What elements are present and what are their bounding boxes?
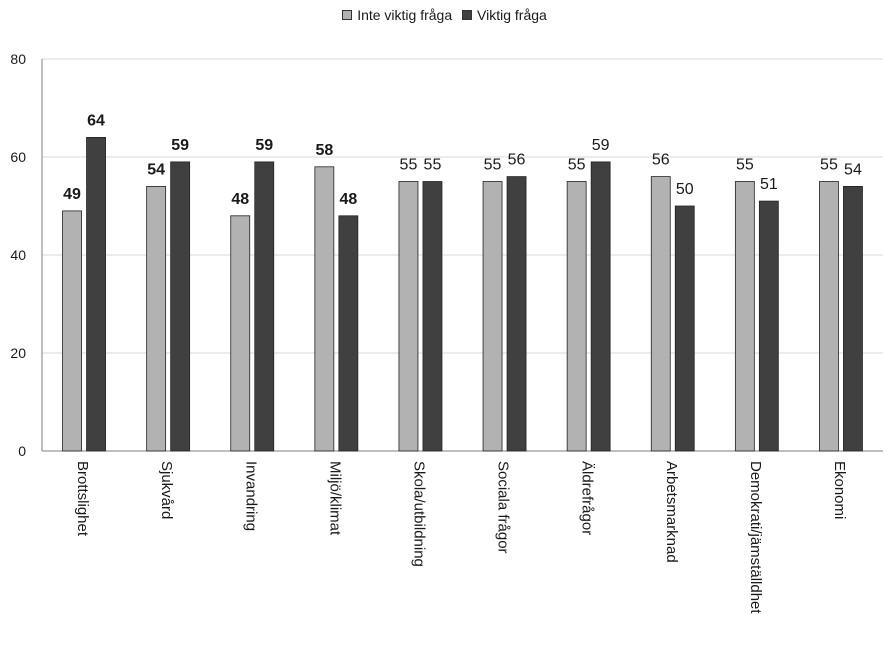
data-label: 59 — [255, 137, 273, 154]
data-label: 56 — [508, 152, 526, 169]
data-label: 64 — [87, 112, 105, 129]
data-label: 59 — [171, 137, 189, 154]
x-tick-label: Skola/utbildning — [410, 461, 427, 567]
bar — [566, 181, 587, 452]
bar — [758, 200, 779, 452]
x-tick-label: Demokrati/jämställdhet — [747, 461, 764, 614]
bar — [398, 181, 419, 452]
y-tick-label: 40 — [10, 247, 26, 263]
data-label: 50 — [676, 181, 694, 198]
bar — [650, 176, 671, 452]
data-label: 59 — [592, 137, 610, 154]
bar — [146, 185, 167, 452]
data-label: 55 — [424, 157, 442, 174]
x-tick-label: Brottslighet — [74, 461, 91, 537]
data-label: 54 — [844, 161, 862, 178]
bar — [590, 161, 611, 452]
bar — [254, 161, 275, 452]
x-tick-label: Äldrefrågor — [579, 461, 596, 535]
x-tick-label: Arbetsmarknad — [663, 461, 680, 563]
data-label: 55 — [400, 157, 418, 174]
x-tick-label: Invandring — [242, 461, 259, 531]
bar — [422, 181, 443, 452]
x-tick-label: Miljö/klimat — [326, 461, 343, 536]
y-tick-label: 20 — [10, 345, 26, 361]
data-label: 48 — [339, 191, 357, 208]
y-tick-label: 0 — [18, 443, 26, 459]
data-label: 56 — [652, 152, 670, 169]
x-tick-label: Sociala frågor — [495, 461, 512, 554]
data-label: 55 — [484, 157, 502, 174]
data-label: 55 — [820, 157, 838, 174]
data-label: 51 — [760, 176, 778, 193]
bar — [482, 181, 503, 452]
data-label: 55 — [568, 157, 586, 174]
bar — [506, 176, 527, 452]
x-tick-label: Sjukvård — [158, 461, 175, 519]
data-label: 48 — [231, 191, 249, 208]
bar — [86, 136, 106, 452]
data-label: 49 — [63, 186, 81, 203]
bar — [314, 166, 335, 452]
legend-swatch-inte-viktig — [342, 10, 353, 20]
bar — [819, 181, 839, 452]
legend-label-inte-viktig: Inte viktig fråga — [357, 7, 453, 23]
data-label: 55 — [736, 157, 754, 174]
y-tick-label: 80 — [10, 51, 26, 67]
bar — [338, 215, 359, 452]
bar — [62, 210, 82, 452]
bar — [843, 185, 863, 452]
bar — [170, 161, 191, 452]
data-label: 54 — [147, 161, 165, 178]
bar — [230, 215, 251, 452]
legend-item-inte-viktig: Inte viktig fråga — [342, 7, 452, 23]
x-tick-label: Ekonomi — [831, 461, 848, 519]
legend-swatch-viktig — [462, 10, 473, 20]
legend: Inte viktig fråga Viktig fråga — [0, 7, 889, 23]
legend-label-viktig: Viktig fråga — [477, 7, 547, 23]
data-label: 58 — [315, 142, 333, 159]
legend-item-viktig: Viktig fråga — [462, 7, 547, 23]
bar — [674, 205, 695, 452]
y-tick-label: 60 — [10, 149, 26, 165]
bar — [734, 181, 755, 452]
